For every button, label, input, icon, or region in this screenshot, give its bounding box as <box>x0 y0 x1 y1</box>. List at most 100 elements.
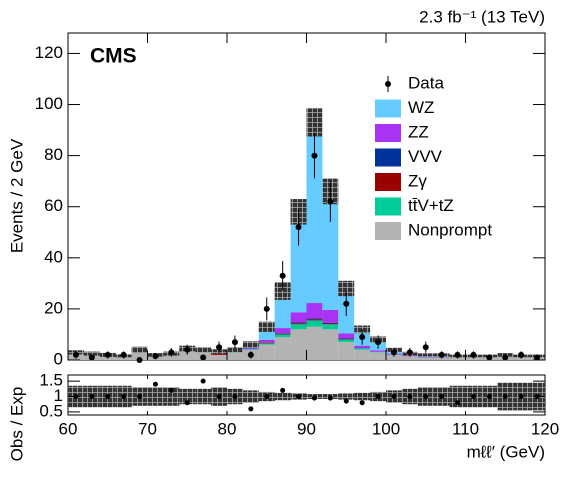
stack-segment <box>402 356 418 360</box>
legend-label: VVV <box>408 147 443 166</box>
stack-segment <box>291 323 307 324</box>
ratio-point <box>280 388 285 393</box>
legend-label: Nonprompt <box>408 220 492 239</box>
ratio-uncertainty <box>354 393 370 400</box>
y-tick-label: 60 <box>44 196 63 215</box>
ratio-point <box>519 394 524 399</box>
stack-segment <box>338 340 354 343</box>
legend-swatch <box>375 173 401 191</box>
data-point <box>502 354 508 360</box>
data-point <box>470 352 476 358</box>
stack-segment <box>307 318 323 319</box>
stack-segment <box>338 333 354 338</box>
ratio-point <box>153 382 158 387</box>
data-point <box>105 352 111 358</box>
y-tick-label: 0 <box>54 349 63 368</box>
x-tick-label: 70 <box>138 419 157 438</box>
ratio-point <box>121 394 126 399</box>
legend-label: tt̄V+tZ <box>408 196 454 215</box>
legend-swatch <box>375 149 401 167</box>
stack-segment <box>291 329 307 360</box>
x-tick-label: 60 <box>59 419 78 438</box>
legend-swatch <box>375 222 401 240</box>
data-point <box>121 352 127 358</box>
data-point <box>89 354 95 360</box>
data-point <box>455 352 461 358</box>
stack-segment <box>354 350 370 360</box>
stack-segment <box>307 319 323 320</box>
ratio-point <box>232 394 237 399</box>
data-point <box>423 344 429 350</box>
lumi-label: 2.3 fb⁻¹ (13 TeV) <box>419 7 545 26</box>
data-point <box>518 352 524 358</box>
stack-segment <box>370 352 386 353</box>
ratio-point <box>423 394 428 399</box>
data-point <box>327 199 333 205</box>
stack-segment <box>322 329 338 360</box>
stack-segment <box>418 357 434 358</box>
ratio-point <box>137 394 142 399</box>
ratio-point <box>217 394 222 399</box>
legend-swatch <box>375 100 401 118</box>
uncertainty-band <box>243 341 259 348</box>
data-point <box>137 357 143 363</box>
ratio-point <box>328 396 333 401</box>
data-point <box>216 344 222 350</box>
stack-segment <box>211 355 227 360</box>
data-point <box>439 352 445 358</box>
y-tick-label: 40 <box>44 247 63 266</box>
ratio-point <box>296 394 301 399</box>
stack-segment <box>259 345 275 360</box>
legend-label: Data <box>408 73 444 92</box>
legend-label: Zγ <box>408 171 427 190</box>
legend-swatch <box>375 198 401 216</box>
ratio-uncertainty <box>195 389 211 404</box>
ratio-point <box>185 400 190 405</box>
stack-segment <box>259 340 275 343</box>
x-tick-label: 120 <box>531 419 559 438</box>
stack-segment <box>275 334 291 337</box>
stack-segment <box>322 323 338 324</box>
data-point <box>280 273 286 279</box>
data-point <box>391 349 397 355</box>
data-point <box>184 347 190 353</box>
stack-segment <box>275 333 291 334</box>
data-point <box>343 301 349 307</box>
data-point <box>296 224 302 230</box>
stack-segment <box>307 327 323 360</box>
legend-label: ZZ <box>408 122 429 141</box>
stack-segment <box>370 352 386 360</box>
cms-label: CMS <box>90 45 137 68</box>
y-tick-label: 120 <box>35 43 63 62</box>
ratio-point <box>248 406 253 411</box>
ratio-uncertainty <box>275 393 291 400</box>
data-point <box>311 153 317 159</box>
legend-label: WZ <box>408 98 434 117</box>
ratio-point <box>391 394 396 399</box>
stack-segment <box>322 324 338 329</box>
data-point <box>73 352 79 358</box>
ratio-point <box>312 396 317 401</box>
x-axis-label: mℓℓ′ (GeV) <box>467 442 545 461</box>
uncertainty-band <box>418 353 434 356</box>
ratio-point <box>169 388 174 393</box>
ratio-point <box>407 394 412 399</box>
stack-segment <box>354 346 370 349</box>
data-point <box>264 306 270 312</box>
stack-segment <box>291 322 307 323</box>
data-point <box>232 339 238 345</box>
stack-segment <box>259 343 275 344</box>
stack-segment <box>370 350 386 352</box>
ratio-y-label: Obs / Exp <box>7 387 26 462</box>
y-tick-label: 1.5 <box>39 371 63 390</box>
data-point <box>486 354 492 360</box>
stack-segment <box>307 320 323 326</box>
ratio-point <box>439 394 444 399</box>
stack-segment <box>243 349 259 350</box>
uncertainty-band <box>132 347 148 353</box>
ratio-uncertainty <box>243 390 259 402</box>
y-tick-label: 20 <box>44 298 63 317</box>
data-point <box>359 334 365 340</box>
ratio-point <box>503 394 508 399</box>
